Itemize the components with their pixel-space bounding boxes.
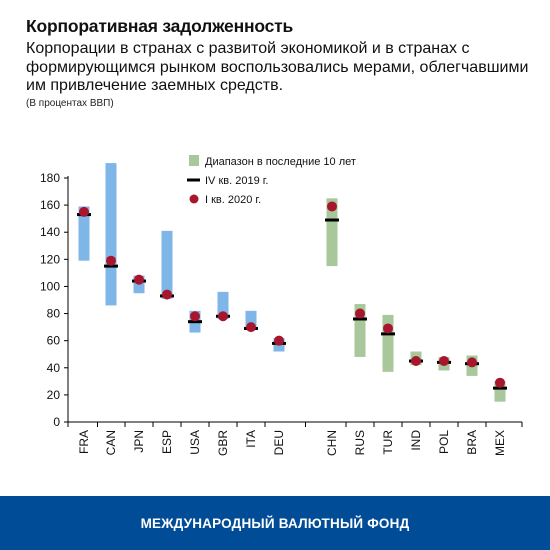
x-category-label: USA [188, 430, 202, 455]
range-bar [382, 314, 394, 372]
range-bar [105, 163, 117, 306]
y-tick-label: 120 [40, 252, 60, 266]
q1-2020-marker [327, 201, 337, 212]
legend-range-swatch [189, 155, 199, 166]
x-category-label: CHN [325, 430, 339, 456]
range-bar [494, 381, 506, 402]
legend-q1-swatch [189, 194, 199, 204]
legend-range-label: Диапазон в последние 10 лет [205, 156, 356, 168]
x-category-label: FRA [77, 430, 91, 454]
q1-2020-marker [439, 356, 449, 366]
y-tick-label: 160 [40, 198, 60, 212]
chart-axes: 0 20 40 60 80 100 120 140 160 180 FRA CAN JPN ESP USA G… [40, 171, 523, 456]
q1-2020-marker [246, 322, 256, 333]
q1-2020-marker [162, 289, 172, 300]
q1-2020-marker [383, 323, 393, 334]
q1-2020-marker [495, 377, 505, 388]
q4-2019-marker [381, 332, 395, 336]
q1-2020-marker [274, 335, 284, 346]
range-bar [217, 291, 229, 319]
range-bar [326, 198, 338, 267]
q4-2019-marker [493, 386, 507, 390]
x-category-label: IND [409, 430, 423, 451]
chart-subtitle: Корпорации в странах с развитой экономик… [26, 40, 529, 94]
y-tick-label: 40 [47, 361, 61, 375]
chart-marks [77, 163, 507, 402]
footer-banner: МЕЖДУНАРОДНЫЙ ВАЛЮТНЫЙ ФОНД [0, 496, 550, 550]
legend-q4-label: IV кв. 2019 г. [205, 175, 268, 187]
legend-q4-swatch [187, 178, 200, 182]
q1-2020-marker [134, 274, 144, 285]
x-category-label: RUS [353, 430, 367, 455]
q1-2020-marker [190, 311, 200, 322]
units-note: (В процентах ВВП) [26, 97, 114, 109]
q1-2020-marker [218, 311, 228, 322]
range-bar [161, 230, 173, 299]
range-chart: 0 20 40 60 80 100 120 140 160 180 FRA CAN JPN ESP USA G… [40, 155, 523, 456]
x-category-label: BRA [465, 430, 479, 455]
y-tick-label: 180 [40, 171, 60, 185]
q4-2019-marker [188, 320, 202, 324]
x-category-label: JPN [132, 430, 146, 453]
x-category-label: ESP [160, 430, 174, 454]
q4-2019-marker [104, 264, 118, 268]
range-bar [354, 304, 366, 357]
y-tick-label: 20 [47, 388, 61, 402]
x-category-label: DEU [272, 430, 286, 455]
chart-legend: Диапазон в последние 10 лет IV кв. 2019 г… [187, 155, 356, 206]
q1-2020-marker [79, 206, 89, 217]
x-category-label: MEX [493, 430, 507, 456]
y-tick-label: 140 [40, 225, 60, 239]
q1-2020-marker [411, 356, 421, 366]
y-tick-label: 60 [47, 334, 61, 348]
range-bar [245, 310, 257, 330]
y-tick-label: 0 [53, 415, 60, 429]
x-category-label: CAN [104, 430, 118, 455]
chart-title: Корпоративная задолженность [26, 16, 294, 36]
x-category-label: ITA [244, 430, 258, 448]
y-tick-label: 100 [40, 279, 60, 293]
q1-2020-marker [467, 357, 477, 368]
range-bar [78, 206, 90, 261]
x-category-label: TUR [381, 430, 395, 455]
q1-2020-marker [106, 255, 116, 266]
x-category-label: GBR [216, 430, 230, 456]
q4-2019-marker [325, 218, 339, 222]
q1-2020-marker [355, 308, 365, 319]
chart-header: Корпоративная задолженность Корпорации в… [26, 8, 541, 109]
q4-2019-marker [353, 317, 367, 321]
legend-q1-label: I кв. 2020 г. [205, 194, 261, 206]
footer-org-name: МЕЖДУНАРОДНЫЙ ВАЛЮТНЫЙ ФОНД [140, 515, 410, 531]
y-tick-label: 80 [47, 307, 61, 321]
x-category-label: POL [437, 430, 451, 454]
